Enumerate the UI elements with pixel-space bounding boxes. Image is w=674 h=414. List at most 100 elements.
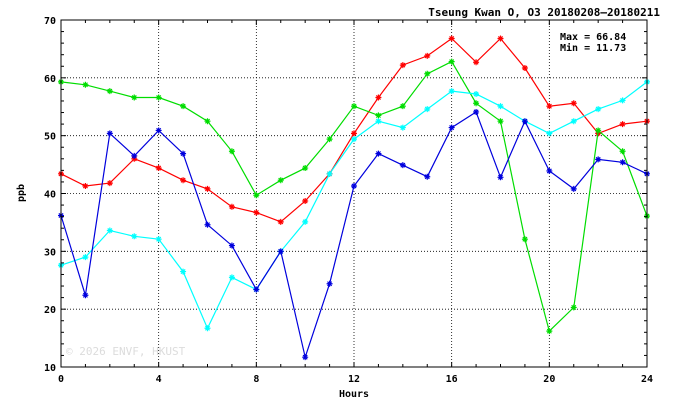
data-point <box>204 118 211 125</box>
data-point <box>619 121 626 128</box>
data-point <box>546 328 553 335</box>
watermark-text: © 2026 ENVF, HKUST <box>66 345 186 358</box>
data-point <box>131 152 138 159</box>
data-point <box>473 91 480 98</box>
data-point <box>619 159 626 166</box>
y-tick-label: 60 <box>44 74 56 85</box>
data-point <box>228 203 235 210</box>
data-point <box>204 221 211 228</box>
min-label: Min = 11.73 <box>560 42 626 54</box>
data-point <box>595 156 602 163</box>
data-point <box>521 236 528 243</box>
data-point <box>473 100 480 107</box>
data-point <box>351 182 357 189</box>
data-point <box>619 97 626 104</box>
data-point <box>399 103 406 110</box>
data-point <box>253 209 260 216</box>
data-point <box>131 233 138 240</box>
data-point <box>180 103 187 110</box>
data-point <box>546 130 553 137</box>
data-point <box>375 94 382 101</box>
series-1 <box>58 35 650 225</box>
data-point <box>497 35 504 42</box>
data-point <box>448 88 455 95</box>
y-tick-label: 40 <box>44 190 56 201</box>
data-point <box>448 35 455 42</box>
data-point <box>155 165 162 172</box>
series-line <box>60 81 648 330</box>
data-point <box>180 177 187 184</box>
y-tick-label: 10 <box>44 363 56 374</box>
x-tick-label: 12 <box>348 374 360 385</box>
data-point <box>106 88 113 95</box>
x-tick-label: 8 <box>253 374 259 385</box>
data-point <box>106 227 113 234</box>
data-point <box>375 150 382 157</box>
data-point <box>180 268 187 275</box>
data-point <box>180 150 187 157</box>
data-point <box>595 127 602 134</box>
data-point <box>302 354 309 361</box>
data-point <box>351 130 357 137</box>
x-tick-label: 0 <box>58 374 64 385</box>
data-point <box>375 112 382 119</box>
y-tick-label: 20 <box>44 305 56 316</box>
grid <box>61 20 647 367</box>
data-point <box>399 162 406 169</box>
x-tick-labels: 0 4 8 12 16 20 24 <box>58 374 653 385</box>
data-point <box>82 81 89 88</box>
y-tick-labels: 10 20 30 40 50 60 70 <box>44 16 56 374</box>
data-point <box>399 124 406 131</box>
data-point <box>399 62 406 69</box>
data-point <box>351 103 357 110</box>
data-point <box>155 236 162 243</box>
series-2 <box>58 58 650 335</box>
data-point <box>228 242 235 249</box>
data-point <box>302 165 309 172</box>
data-point <box>82 292 89 299</box>
data-point <box>570 185 577 192</box>
data-point <box>497 103 504 110</box>
data-point <box>546 103 553 110</box>
data-point <box>82 254 89 261</box>
y-tick-label: 70 <box>44 16 56 27</box>
data-point <box>228 148 235 155</box>
data-point <box>155 94 162 101</box>
data-point <box>619 148 626 155</box>
data-point <box>473 108 480 115</box>
data-point <box>351 136 357 143</box>
data-point <box>521 118 528 125</box>
data-point <box>253 192 260 199</box>
y-axis-label: ppb <box>16 184 27 202</box>
data-point <box>277 177 284 184</box>
data-point <box>595 106 602 113</box>
data-point <box>106 180 113 187</box>
data-point <box>375 118 382 125</box>
x-tick-label: 16 <box>446 374 458 385</box>
data-point <box>570 304 577 311</box>
data-point <box>277 248 284 255</box>
data-point <box>82 182 89 189</box>
data-point <box>326 170 333 177</box>
data-point <box>424 70 431 77</box>
data-point <box>424 173 431 180</box>
data-point <box>106 130 113 137</box>
data-point <box>497 174 504 181</box>
data-point <box>277 218 284 225</box>
data-point <box>448 124 455 131</box>
max-label: Max = 66.84 <box>560 32 626 43</box>
data-point <box>302 218 309 225</box>
data-point <box>155 127 162 134</box>
data-point <box>424 52 431 59</box>
data-point <box>204 185 211 192</box>
data-point <box>253 286 260 293</box>
data-point <box>131 94 138 101</box>
x-tick-label: 24 <box>641 374 653 385</box>
chart-title: Tseung Kwan O, O3 20180208–20180211 <box>428 6 660 19</box>
x-tick-label: 20 <box>543 374 555 385</box>
data-point <box>424 106 431 113</box>
data-point <box>326 280 333 287</box>
data-point <box>497 118 504 125</box>
